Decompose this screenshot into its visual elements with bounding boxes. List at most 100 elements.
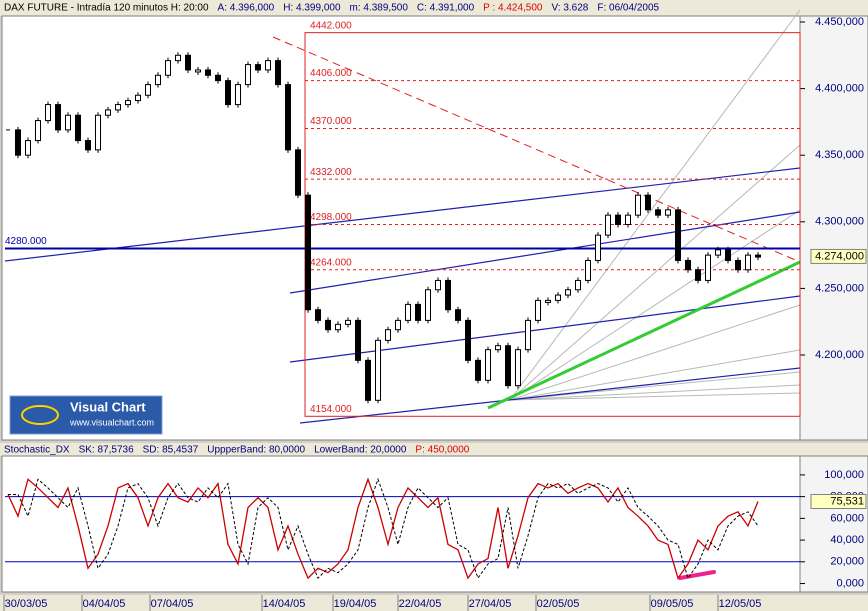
divergence-mark [678,570,716,580]
candle [375,339,381,401]
candle [95,114,101,151]
header-text: H: 4.399,000 [283,3,341,14]
y-tick-label: 4.450,000 [815,16,864,28]
candle [715,249,721,256]
candle [745,254,751,271]
y-tick-label: 100,000 [824,469,864,481]
candle [665,209,671,216]
price-line-label: 4280.000 [5,236,47,247]
x-tick-label: 19/04/05 [334,598,377,610]
stoch-panel [1,455,801,593]
header-text: UppperBand: 80,0000 [207,445,305,456]
candle [575,279,581,291]
candle [125,100,131,106]
candle [405,303,411,321]
candle [285,84,291,151]
candle [395,319,401,331]
candle [85,140,91,151]
level-label: 4154.000 [310,404,352,415]
candle [15,129,21,156]
header-text: SK: 87,5736 [79,445,134,456]
candle [595,234,601,261]
date-axis [0,595,868,611]
level-label: 4370.000 [310,116,352,127]
trend-lines [4,9,801,424]
candle [585,259,591,281]
candle [215,74,221,82]
candle [485,349,491,381]
candle [325,319,331,331]
candle [225,80,231,106]
candle [555,294,561,301]
candle [525,319,531,351]
stoch-axis [799,455,868,593]
header-text: A: 4.396,000 [218,3,275,14]
candle [275,60,281,86]
header-text: SD: 85,4537 [143,445,199,456]
level-label: 4442.000 [310,20,352,31]
candle [635,194,641,216]
candle [495,345,501,351]
y-tick-label: 4.200,000 [815,349,864,361]
candle [625,214,631,225]
candle [725,249,731,261]
candle [65,114,71,131]
candle [655,209,661,216]
y-tick-label: 60,000 [830,512,864,524]
header-text: P : 4.424,500 [483,3,543,14]
last-value-label: 75,531 [830,495,864,507]
candle [505,345,511,387]
y-tick-label: 0,000 [836,577,864,589]
x-tick-label: 22/04/05 [399,598,442,610]
candle [705,254,711,281]
candle [425,289,431,321]
candle [265,60,271,71]
logo-url: www.visualchart.com [69,417,154,427]
header-text: Stochastic_DX [4,445,70,456]
stoch-line [7,477,759,580]
candle [135,94,141,102]
candle [535,299,541,321]
candle [235,84,241,106]
candle [315,309,321,321]
x-tick-label: 30/03/05 [5,598,48,610]
candle [55,104,61,131]
x-tick-label: 02/05/05 [537,598,580,610]
candle [365,359,371,401]
x-tick-label: 12/05/05 [719,598,762,610]
candle [685,259,691,271]
x-tick-label: 14/04/05 [263,598,306,610]
last-value-box [810,494,867,510]
x-tick-label: 27/04/05 [469,598,512,610]
candle [675,209,681,261]
header-text: LowerBand: 20,0000 [314,445,407,456]
candle [605,214,611,236]
candle [515,349,521,387]
candle [155,74,161,86]
candle [615,214,621,225]
candle [355,319,361,361]
candle [245,64,251,86]
candle [415,303,421,321]
candle [25,140,31,156]
price-axis [799,15,868,441]
level-label: 4406.000 [310,68,352,79]
candle [445,279,451,311]
candle [165,60,171,76]
header-text: V: 3.628 [551,3,588,14]
price-panel [1,15,801,441]
candle [195,69,201,73]
header-text: DAX FUTURE - Intradía 120 minutos H: 20:… [4,3,209,14]
candle [295,149,301,196]
candle [75,114,81,142]
candle [205,69,211,76]
candle [735,259,741,271]
level-label: 4332.000 [310,167,352,178]
logo-title: Visual Chart [70,399,146,414]
level-label: 4298.000 [310,212,352,223]
candle [475,359,481,381]
stoch-header-bar [0,443,868,456]
candle [185,54,191,71]
candle [335,323,341,331]
